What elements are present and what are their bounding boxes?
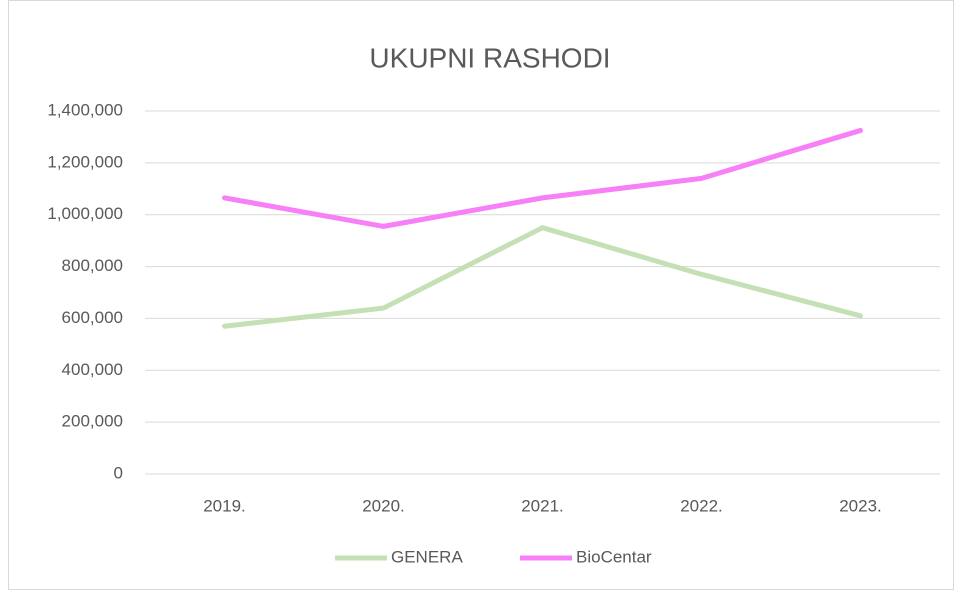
line-series [222,127,863,229]
x-tick-label: 2021. [521,496,564,515]
x-tick-label: 2019. [203,496,246,515]
chart-title: UKUPNI RASHODI [369,42,610,73]
line-series [222,225,863,329]
y-tick-label: 800,000 [62,256,123,275]
x-tick-label: 2022. [680,496,723,515]
y-tick-label: 1,000,000 [47,204,123,223]
y-tick-label: 0 [114,463,123,482]
y-tick-label: 200,000 [62,412,123,431]
y-tick-label: 1,400,000 [47,100,123,119]
legend-label: BioCentar [576,547,652,566]
y-tick-label: 400,000 [62,360,123,379]
y-tick-label: 1,200,000 [47,152,123,171]
chart-frame [8,0,954,590]
y-tick-label: 600,000 [62,308,123,327]
x-tick-label: 2020. [362,496,405,515]
legend-label: GENERA [391,547,463,566]
x-tick-label: 2023. [839,496,882,515]
